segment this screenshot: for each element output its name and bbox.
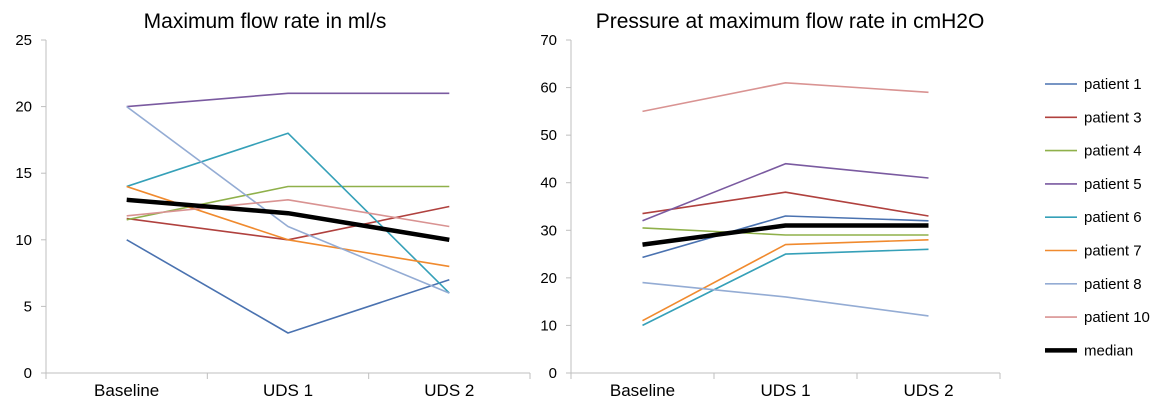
pressure-series-patient-1 — [642, 215, 929, 259]
legend-label-patient-6: patient 6 — [1084, 209, 1142, 226]
pressure-y-tick-label: 10 — [540, 317, 557, 334]
flow-rate-axes — [45, 40, 530, 374]
flow-rate-y-tick-label: 20 — [15, 99, 32, 116]
flow-rate-y-tick-label: 5 — [24, 298, 32, 315]
pressure-y-tick-label: 40 — [540, 175, 557, 192]
flow-rate-series-median — [126, 197, 450, 243]
pressure-x-tick-label: UDS 2 — [903, 381, 953, 400]
pressure-ticks: 0 10 20 30 40 50 60 70 Baseline UDS 1 UDS 2 — [540, 32, 1001, 400]
pressure-x-tick-label: Baseline — [610, 381, 675, 400]
flow-rate-series-patient-8 — [126, 105, 450, 294]
chart-legend: patient 1 patient 3 patient 4 patient 5 pati… — [1045, 76, 1150, 359]
pressure-y-tick-label: 50 — [540, 127, 557, 144]
pressure-y-tick-label: 20 — [540, 270, 557, 287]
flow-rate-chart: Maximum flow rate in ml/s 0 5 10 15 20 25 Base… — [15, 10, 531, 400]
legend-label-patient-4: patient 4 — [1084, 143, 1142, 160]
pressure-chart-title: Pressure at maximum flow rate in cmH2O — [596, 10, 985, 33]
pressure-chart: Pressure at maximum flow rate in cmH2O 0… — [540, 10, 1001, 400]
pressure-series-patient-3 — [642, 191, 929, 217]
flow-rate-series-patient-5 — [126, 92, 450, 108]
flow-rate-y-tick-label: 15 — [15, 165, 32, 182]
pressure-y-tick-label: 30 — [540, 222, 557, 239]
flow-rate-series-patient-10 — [126, 199, 450, 228]
flow-rate-x-tick-label: UDS 2 — [424, 381, 474, 400]
pressure-axes — [570, 40, 1000, 374]
pressure-series-patient-8 — [642, 281, 929, 317]
pressure-series-patient-6 — [642, 248, 929, 327]
pressure-series-patient-7 — [642, 239, 929, 322]
flow-rate-chart-title: Maximum flow rate in ml/s — [144, 10, 387, 33]
legend-label-patient-7: patient 7 — [1084, 243, 1142, 260]
legend-label-patient-3: patient 3 — [1084, 109, 1142, 126]
pressure-y-tick-label: 0 — [549, 365, 557, 382]
pressure-y-tick-label: 70 — [540, 32, 557, 49]
pressure-series-patient-5 — [642, 162, 929, 222]
pressure-series-patient-4 — [642, 227, 929, 236]
legend-label-patient-5: patient 5 — [1084, 176, 1142, 193]
legend-label-median: median — [1084, 342, 1133, 359]
flow-rate-series-patient-1 — [126, 239, 450, 334]
pressure-series-median — [642, 223, 929, 247]
flow-rate-ticks: 0 5 10 15 20 25 Baseline UDS 1 UDS 2 — [15, 32, 531, 400]
flow-rate-y-tick-label: 0 — [24, 365, 32, 382]
flow-rate-y-tick-label: 10 — [15, 232, 32, 249]
flow-rate-y-tick-label: 25 — [15, 32, 32, 49]
pressure-x-tick-label: UDS 1 — [760, 381, 810, 400]
pressure-series — [642, 82, 929, 327]
legend-label-patient-10: patient 10 — [1084, 309, 1150, 326]
flow-rate-series-patient-6 — [126, 132, 450, 294]
legend-label-patient-1: patient 1 — [1084, 76, 1142, 93]
flow-rate-x-tick-label: Baseline — [94, 381, 159, 400]
pressure-series-patient-10 — [642, 82, 929, 113]
flow-rate-series — [126, 92, 450, 334]
flow-rate-series-patient-4 — [126, 185, 450, 221]
flow-rate-x-tick-label: UDS 1 — [263, 381, 313, 400]
pressure-y-tick-label: 60 — [540, 80, 557, 97]
legend-label-patient-8: patient 8 — [1084, 276, 1142, 293]
